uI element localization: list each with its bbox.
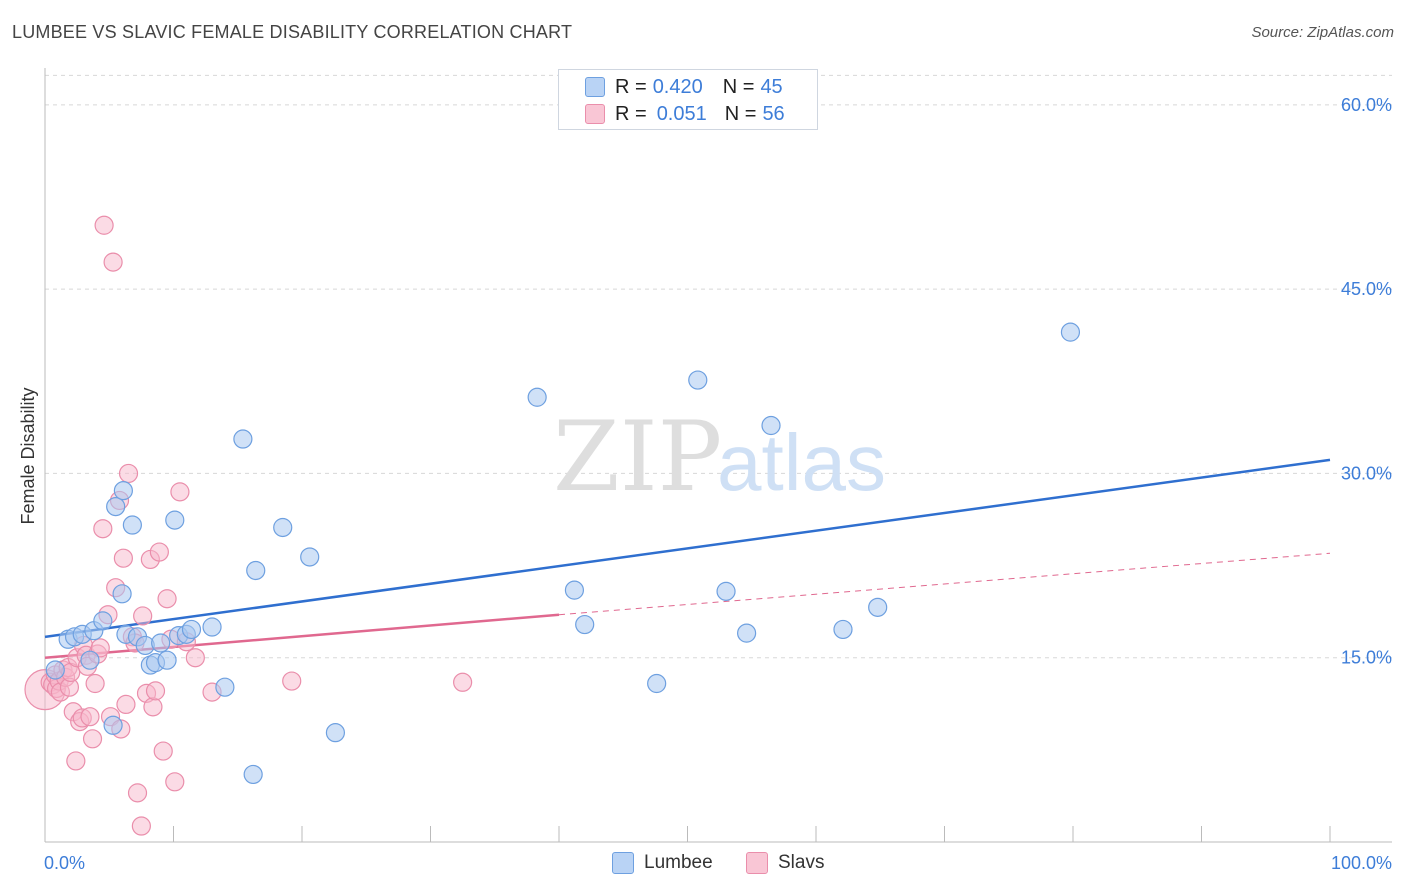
- point-lumbee: [151, 633, 171, 653]
- point-lumbee: [246, 560, 266, 581]
- point-lumbee: [716, 581, 736, 601]
- point-slavs: [131, 816, 151, 836]
- legend-n-label: N =: [722, 75, 755, 98]
- point-lumbee: [737, 623, 757, 643]
- legend-row-slavs: R = 0.051 N = 56: [585, 101, 785, 127]
- point-slavs: [157, 589, 177, 609]
- point-lumbee: [243, 764, 263, 785]
- point-slavs: [143, 697, 163, 717]
- point-lumbee: [106, 497, 126, 517]
- legend-row-lumbee: R = 0.420 N = 45: [585, 74, 783, 100]
- legend: R = 0.420 N = 45 R = 0.051 N = 56: [558, 69, 818, 130]
- point-slavs: [149, 542, 169, 562]
- point-lumbee: [233, 429, 253, 449]
- legend-n-value: 56: [762, 102, 785, 125]
- point-slavs: [127, 783, 148, 803]
- point-lumbee: [113, 481, 133, 501]
- point-slavs: [93, 519, 113, 539]
- point-slavs: [66, 751, 86, 771]
- point-slavs: [165, 772, 185, 792]
- bottom-legend-label-slavs: Slavs: [778, 852, 825, 873]
- point-lumbee: [181, 619, 202, 640]
- y-axis-title: Female Disability: [18, 387, 38, 524]
- point-lumbee: [325, 723, 346, 743]
- source-credit: Source: ZipAtlas.com: [1251, 24, 1394, 41]
- point-lumbee: [300, 547, 320, 567]
- legend-r-value: 0.051: [656, 102, 707, 125]
- tick-labels: 15.0% 30.0% 45.0% 60.0% 0.0% 100.0%: [44, 95, 1392, 873]
- point-slavs: [282, 671, 302, 691]
- bottom-legend-swatch-lumbee: [612, 852, 634, 874]
- point-lumbee: [112, 584, 132, 604]
- legend-swatch-lumbee: [585, 77, 605, 97]
- legend-n-label: N =: [724, 102, 757, 125]
- point-lumbee: [761, 415, 781, 436]
- point-slavs: [185, 648, 205, 668]
- point-lumbee: [575, 614, 595, 635]
- point-slavs: [94, 215, 114, 235]
- x-tick-label-min: 0.0%: [44, 853, 85, 873]
- point-lumbee: [647, 673, 667, 694]
- point-lumbee: [122, 515, 142, 535]
- legend-swatch-slavs: [585, 104, 605, 124]
- trend-line-slavs-extension: [558, 552, 1331, 616]
- point-slavs: [80, 707, 100, 727]
- x-tick-label-max: 100.0%: [1331, 853, 1392, 873]
- legend-r-label: R =: [615, 102, 647, 125]
- legend-r-value: 0.420: [652, 75, 703, 98]
- y-tick-label: 15.0%: [1341, 648, 1392, 668]
- point-lumbee: [93, 611, 113, 631]
- point-slavs: [153, 741, 173, 761]
- point-slavs: [453, 672, 473, 692]
- point-slavs: [103, 252, 123, 272]
- point-lumbee: [165, 510, 185, 530]
- point-slavs: [170, 482, 190, 502]
- y-tick-label: 30.0%: [1341, 463, 1392, 483]
- point-lumbee: [527, 387, 547, 407]
- watermark-zip: ZIP: [553, 401, 722, 513]
- y-tick-label: 45.0%: [1341, 279, 1392, 299]
- point-lumbee: [868, 597, 888, 617]
- point-lumbee: [564, 580, 585, 600]
- watermark-atlas: atlas: [717, 418, 886, 507]
- point-lumbee: [103, 715, 123, 735]
- point-slavs: [118, 463, 139, 484]
- point-slavs: [90, 638, 110, 658]
- y-tick-label: 60.0%: [1341, 95, 1392, 115]
- axes: [44, 68, 1392, 843]
- point-slavs: [133, 606, 153, 626]
- point-lumbee: [273, 517, 293, 538]
- chart-title: LUMBEE VS SLAVIC FEMALE DISABILITY CORRE…: [12, 22, 573, 42]
- point-lumbee: [202, 617, 222, 637]
- point-lumbee: [1060, 322, 1081, 342]
- point-lumbee: [688, 370, 708, 390]
- point-slavs: [145, 681, 166, 701]
- point-slavs: [116, 694, 136, 715]
- trend-line-lumbee: [44, 458, 1331, 639]
- legend-n-value: 45: [760, 75, 783, 98]
- bottom-legend-label-lumbee: Lumbee: [644, 852, 713, 873]
- bottom-legend-swatch-slavs: [746, 852, 768, 874]
- data-points: [24, 215, 1081, 836]
- point-lumbee: [157, 650, 177, 670]
- point-lumbee: [215, 677, 235, 697]
- point-lumbee: [45, 660, 65, 680]
- point-lumbee: [833, 619, 853, 640]
- bottom-legend-slavs: Slavs: [746, 852, 824, 874]
- point-slavs: [82, 729, 103, 749]
- point-slavs: [85, 673, 105, 694]
- legend-r-label: R =: [615, 75, 647, 98]
- bottom-legend-lumbee: Lumbee: [612, 852, 713, 874]
- point-slavs: [113, 548, 133, 568]
- point-lumbee: [80, 650, 100, 670]
